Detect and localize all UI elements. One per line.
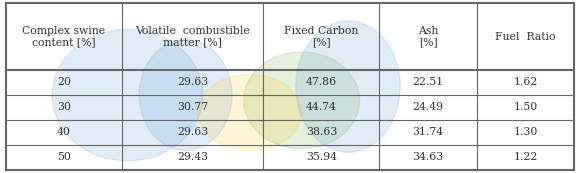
Text: 35.94: 35.94 (306, 152, 337, 162)
Ellipse shape (139, 40, 232, 151)
Text: 34.63: 34.63 (412, 152, 444, 162)
Ellipse shape (52, 29, 203, 161)
Text: 24.49: 24.49 (413, 102, 444, 112)
Text: 50: 50 (57, 152, 71, 162)
Text: 29.63: 29.63 (177, 127, 208, 137)
Ellipse shape (244, 52, 360, 149)
Text: 30.77: 30.77 (177, 102, 208, 112)
Text: 47.86: 47.86 (306, 77, 337, 87)
Text: 29.63: 29.63 (177, 77, 208, 87)
Text: Ash
[%]: Ash [%] (418, 26, 438, 47)
Text: Fixed Carbon
[%]: Fixed Carbon [%] (284, 26, 358, 47)
Text: 38.63: 38.63 (306, 127, 337, 137)
Text: Complex swine
content [%]: Complex swine content [%] (23, 26, 106, 47)
Text: 20: 20 (57, 77, 71, 87)
Ellipse shape (197, 74, 302, 151)
Text: 40: 40 (57, 127, 71, 137)
Ellipse shape (296, 21, 400, 152)
Text: Fuel  Ratio: Fuel Ratio (495, 32, 556, 42)
Text: 29.43: 29.43 (177, 152, 208, 162)
Text: 1.30: 1.30 (513, 127, 538, 137)
Text: 1.22: 1.22 (513, 152, 538, 162)
Text: 1.62: 1.62 (513, 77, 538, 87)
Text: Volatile  combustible
matter [%]: Volatile combustible matter [%] (135, 26, 250, 47)
Text: 31.74: 31.74 (412, 127, 444, 137)
Text: 30: 30 (57, 102, 71, 112)
Text: 1.50: 1.50 (513, 102, 538, 112)
Text: 44.74: 44.74 (306, 102, 337, 112)
Text: 22.51: 22.51 (412, 77, 444, 87)
